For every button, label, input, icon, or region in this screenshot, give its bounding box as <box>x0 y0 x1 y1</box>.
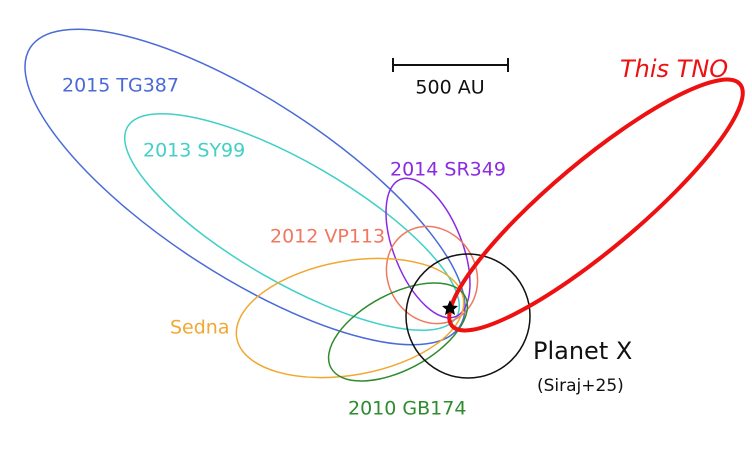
orbit-label: This TNO <box>620 55 728 83</box>
orbit-2014-sr349 <box>385 177 471 319</box>
sun <box>442 300 458 315</box>
orbit-2012-vp113 <box>385 225 479 325</box>
orbit-label: 2015 TG387 <box>62 75 179 97</box>
orbit-label: 2014 SR349 <box>390 159 506 181</box>
orbit-label: Sedna <box>170 317 230 339</box>
orbit-label: 2010 GB174 <box>348 398 466 420</box>
orbit-sedna <box>235 257 465 379</box>
orbit-label: 2013 SY99 <box>143 140 245 162</box>
planet-x-orbit <box>405 253 531 379</box>
scale-label: 500 AU <box>415 77 484 99</box>
orbit-label: 2012 VP113 <box>270 226 385 248</box>
orbit-2013-sy99 <box>123 112 461 332</box>
planet-note: (Siraj+25) <box>537 376 624 396</box>
orbit-2015-tg387 <box>24 28 466 346</box>
orbit-2010-gb174 <box>327 282 469 382</box>
scale-bar <box>392 58 509 72</box>
orbit-this-tno <box>447 77 745 333</box>
planet-label: Planet X <box>533 337 632 365</box>
